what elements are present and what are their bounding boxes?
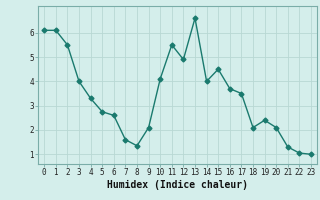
X-axis label: Humidex (Indice chaleur): Humidex (Indice chaleur) [107, 180, 248, 190]
